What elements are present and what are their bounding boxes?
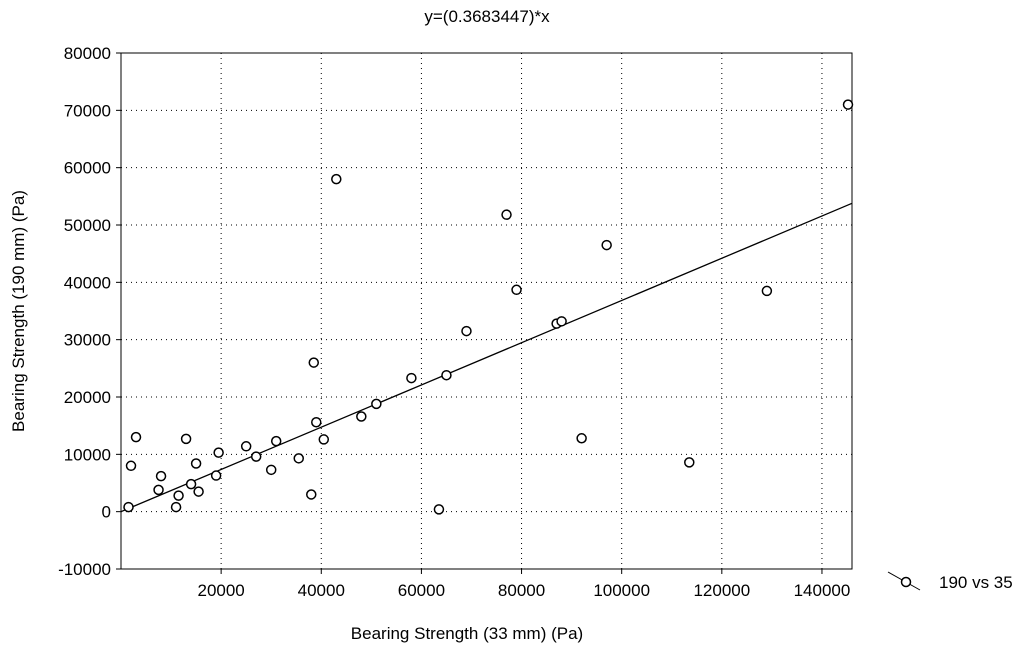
- data-point: [125, 460, 137, 472]
- y-tick-label: 20000: [64, 388, 111, 407]
- data-point: [190, 458, 202, 469]
- data-point: [123, 501, 134, 513]
- y-tick-label: 0: [102, 503, 111, 522]
- grid-lines: [121, 52, 852, 570]
- data-point: [371, 398, 382, 410]
- data-point: [511, 284, 522, 296]
- plot-area-frame: [120, 52, 853, 570]
- data-point: [318, 434, 330, 445]
- data-point: [842, 99, 854, 110]
- data-point: [331, 173, 342, 185]
- data-point: [576, 433, 587, 444]
- data-point: [311, 416, 322, 428]
- data-point: [155, 470, 167, 482]
- regression-line: [120, 202, 853, 513]
- data-point: [193, 486, 204, 497]
- legend: 190 vs 35: [887, 571, 1013, 592]
- data-point: [441, 369, 452, 381]
- data-point: [461, 325, 472, 337]
- x-tick-label: 40000: [298, 581, 345, 600]
- data-point: [293, 453, 304, 464]
- data-point: [185, 478, 197, 490]
- data-point: [556, 316, 567, 327]
- legend-label: 190 vs 35: [939, 573, 1013, 592]
- data-point: [356, 411, 367, 422]
- data-point: [213, 447, 224, 458]
- x-tick-label: 20000: [197, 581, 244, 600]
- data-point: [433, 504, 445, 515]
- y-tick-label: 50000: [64, 216, 111, 235]
- y-tick-label: 40000: [64, 273, 111, 292]
- data-point: [240, 441, 252, 452]
- data-point: [153, 484, 164, 496]
- data-point: [601, 239, 612, 251]
- y-tick-label: 80000: [64, 44, 111, 63]
- x-tick-label: 60000: [398, 581, 445, 600]
- data-point: [180, 433, 192, 445]
- y-tick-label: 30000: [64, 331, 111, 350]
- x-tick-label: 120000: [693, 581, 750, 600]
- data-point: [270, 435, 282, 447]
- data-point: [250, 451, 262, 462]
- chart-title: y=(0.3683447)*x: [424, 7, 550, 26]
- data-point: [501, 209, 512, 220]
- x-tick-label: 140000: [794, 581, 851, 600]
- data-points: [123, 99, 854, 515]
- y-tick-label: 70000: [64, 101, 111, 120]
- data-point: [684, 457, 695, 468]
- x-tick-label: 100000: [593, 581, 650, 600]
- data-point: [170, 501, 182, 513]
- data-point: [173, 490, 184, 501]
- y-axis-title: Bearing Strength (190 mm) (Pa): [9, 190, 28, 432]
- data-point: [210, 470, 222, 481]
- x-tick-label: 80000: [498, 581, 545, 600]
- y-tick-label: 60000: [64, 159, 111, 178]
- data-point: [130, 431, 142, 443]
- data-point: [308, 357, 320, 368]
- y-tick-label: 10000: [64, 445, 111, 464]
- axis-ticks: 20000 40000 60000 80000 100000 120000 140000-1…: [58, 44, 850, 600]
- data-point: [761, 285, 773, 297]
- fit-line: [120, 202, 853, 513]
- x-axis-title: Bearing Strength (33 mm) (Pa): [351, 624, 583, 643]
- data-point: [265, 464, 277, 476]
- data-point: [406, 372, 417, 384]
- data-point: [306, 489, 317, 500]
- legend-marker-symbol: [900, 576, 912, 588]
- y-tick-label: -10000: [58, 560, 111, 579]
